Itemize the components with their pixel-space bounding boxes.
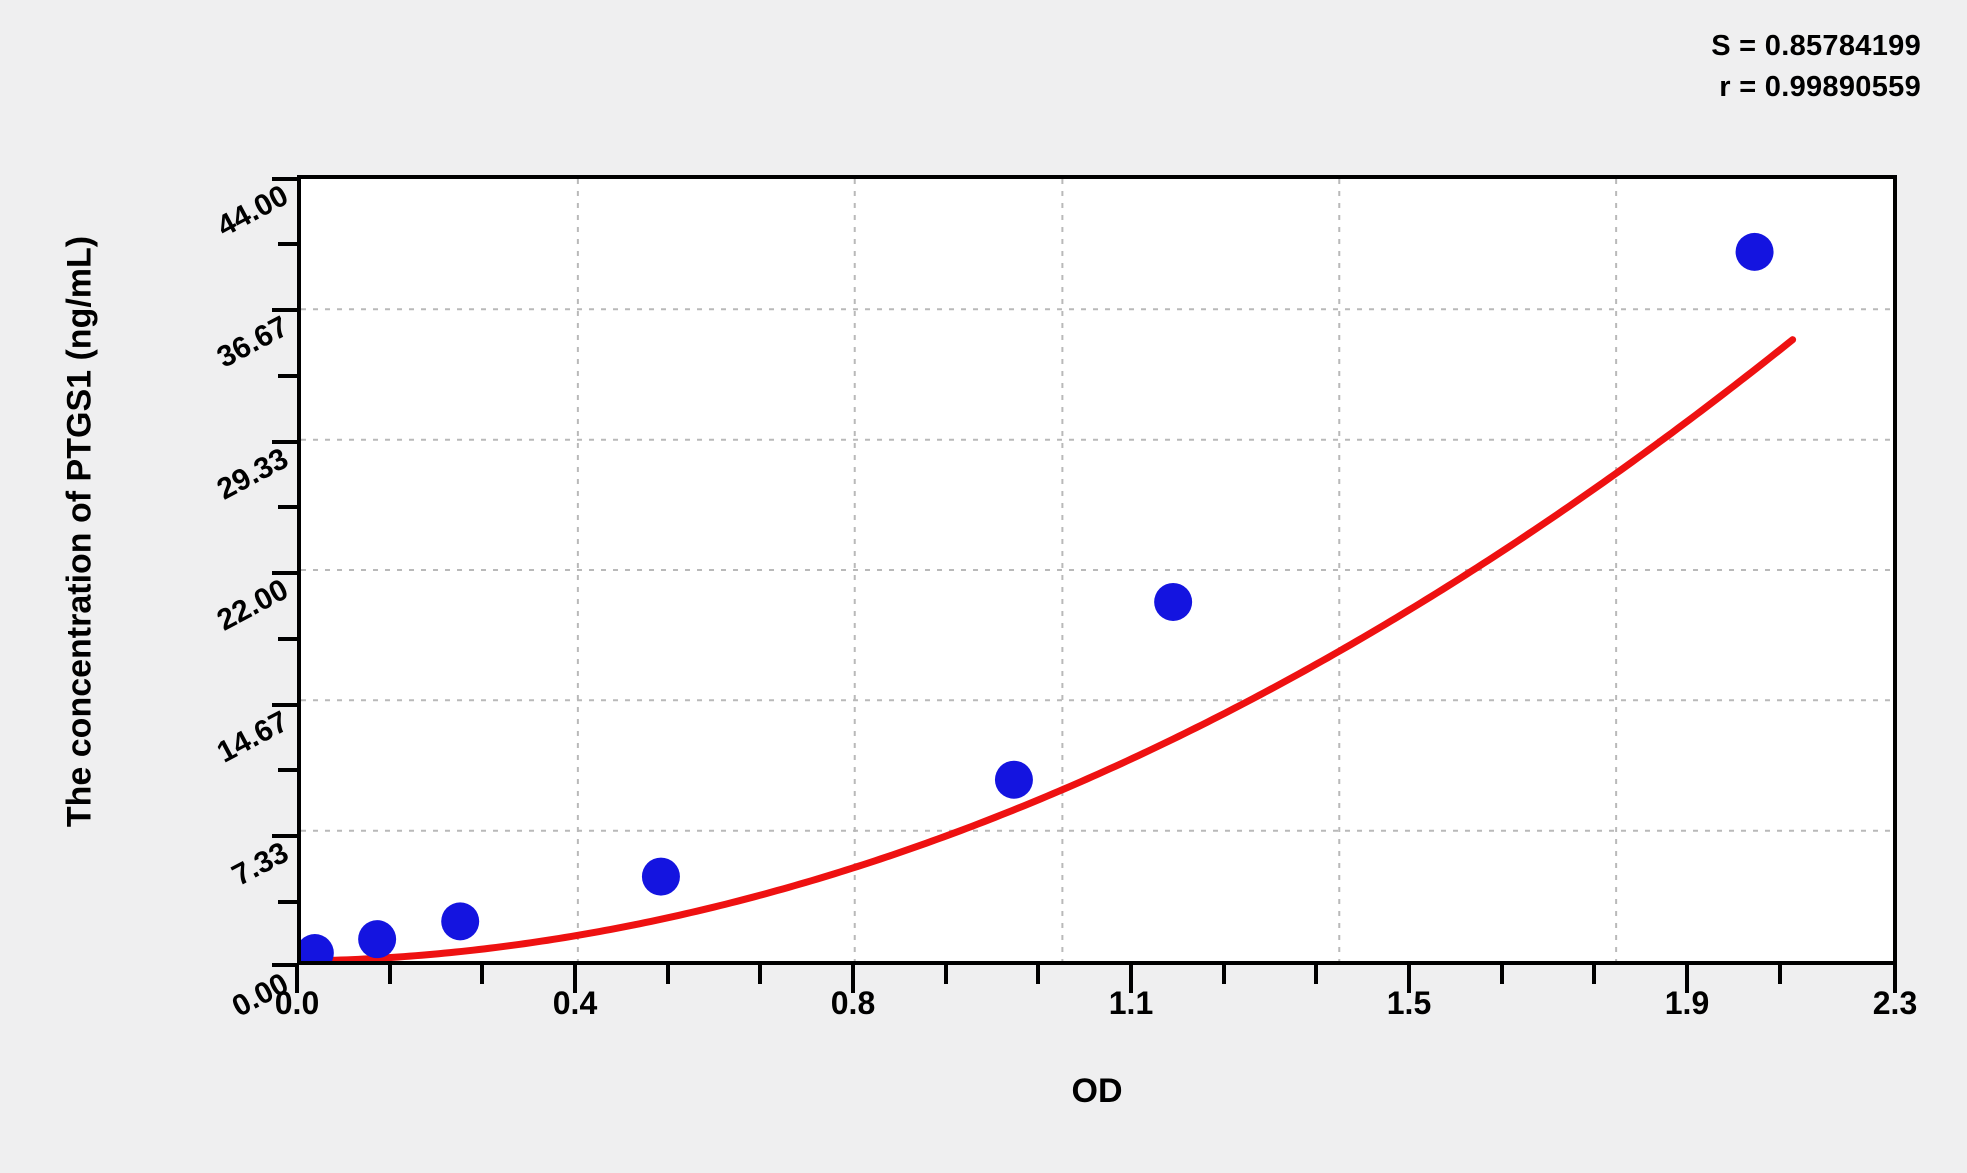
y-tick-major — [272, 308, 298, 312]
y-tick-minor — [278, 242, 298, 246]
data-point — [994, 760, 1033, 799]
x-tick-label-6: 2.3 — [1872, 985, 1918, 1021]
data-point — [441, 902, 480, 941]
data-point — [641, 857, 680, 896]
x-tick-major — [1685, 965, 1689, 993]
data-points — [301, 232, 1774, 961]
x-axis-title: OD — [1071, 1072, 1123, 1110]
y-tick-minor — [278, 505, 298, 509]
data-point — [1154, 582, 1193, 621]
fit-curve — [301, 336, 1797, 961]
plot-area — [297, 175, 1897, 965]
y-tick-major — [272, 963, 298, 967]
x-tick-major — [1893, 965, 1897, 993]
x-tick-minor — [1500, 965, 1504, 984]
x-tick-major — [295, 965, 299, 993]
y-tick-minor — [278, 768, 298, 772]
statistic-r: r = 0.99890559 — [1719, 71, 1921, 104]
x-tick-minor — [1222, 965, 1226, 984]
gridlines — [301, 179, 1893, 961]
x-tick-label-5: 1.9 — [1664, 985, 1710, 1021]
x-tick-minor — [1592, 965, 1596, 984]
x-tick-minor — [1778, 965, 1782, 984]
y-tick-minor — [278, 637, 298, 641]
x-tick-minor — [480, 965, 484, 984]
y-tick-minor — [278, 374, 298, 378]
x-tick-minor — [944, 965, 948, 984]
fit-statistics: S = 0.85784199 r = 0.99890559 — [1711, 26, 1921, 108]
x-tick-minor — [758, 965, 762, 984]
x-tick-label-2: 0.8 — [830, 985, 876, 1021]
y-axis-title: The concentration of PTGS1 (ng/mL) — [60, 235, 99, 828]
y-tick-label-14: 14.67 — [211, 704, 294, 770]
data-point — [358, 920, 397, 959]
x-tick-major — [1407, 965, 1411, 993]
x-tick-label-1: 0.4 — [552, 985, 598, 1021]
x-tick-major — [851, 965, 855, 993]
x-tick-label-4: 1.5 — [1386, 985, 1432, 1021]
x-tick-minor — [666, 965, 670, 984]
y-tick-major — [272, 440, 298, 444]
y-tick-label-29: 29.33 — [211, 441, 294, 507]
y-tick-major — [272, 177, 298, 181]
x-tick-label-3: 1.1 — [1108, 985, 1154, 1021]
y-tick-label-44: 44.00 — [211, 178, 294, 244]
y-tick-label-7: 7.33 — [226, 835, 294, 893]
y-tick-major — [272, 703, 298, 707]
y-tick-major — [272, 571, 298, 575]
statistic-s: S = 0.85784199 — [1711, 30, 1921, 62]
data-point — [301, 934, 334, 961]
data-point — [1735, 232, 1774, 271]
x-tick-major — [573, 965, 577, 993]
x-tick-minor — [1036, 965, 1040, 984]
x-tick-minor — [388, 965, 392, 984]
x-tick-label-0: 0.0 — [274, 985, 320, 1021]
y-tick-minor — [278, 900, 298, 904]
plot-svg — [301, 179, 1893, 961]
y-tick-major — [272, 834, 298, 838]
y-tick-label-22: 22.00 — [211, 572, 294, 638]
y-tick-label-36: 36.67 — [211, 309, 294, 375]
x-tick-major — [1129, 965, 1133, 993]
x-tick-minor — [1314, 965, 1318, 984]
